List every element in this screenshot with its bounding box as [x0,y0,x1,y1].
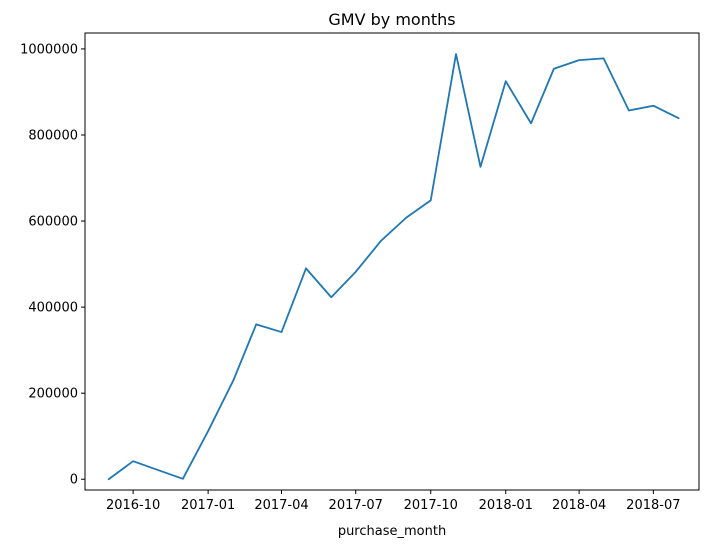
y-tick-label: 600000 [28,215,78,230]
x-tick-label: 2016-10 [106,498,160,513]
y-tick-label: 400000 [28,301,78,316]
chart-title: GMV by months [328,10,455,29]
x-tick-label: 2018-04 [552,498,606,513]
axes-frame [84,32,700,491]
x-axis-title: purchase_month [338,524,446,539]
plot-area: 0 200000 400000 600000 800000 1000000 2016-10 2… [20,32,700,513]
y-tick-label: 0 [70,473,78,488]
x-tick-label: 2017-01 [181,498,235,513]
x-tick-label: 2018-01 [479,498,533,513]
x-tick-label: 2017-07 [329,498,383,513]
y-tick-label: 1000000 [20,42,78,57]
x-tick-label: 2018-07 [626,498,680,513]
y-tick-label: 800000 [28,128,78,143]
x-tick-label: 2017-04 [254,498,308,513]
series-line-0 [107,53,680,481]
x-tick-label: 2017-10 [404,498,458,513]
y-tick-label: 200000 [28,387,78,402]
